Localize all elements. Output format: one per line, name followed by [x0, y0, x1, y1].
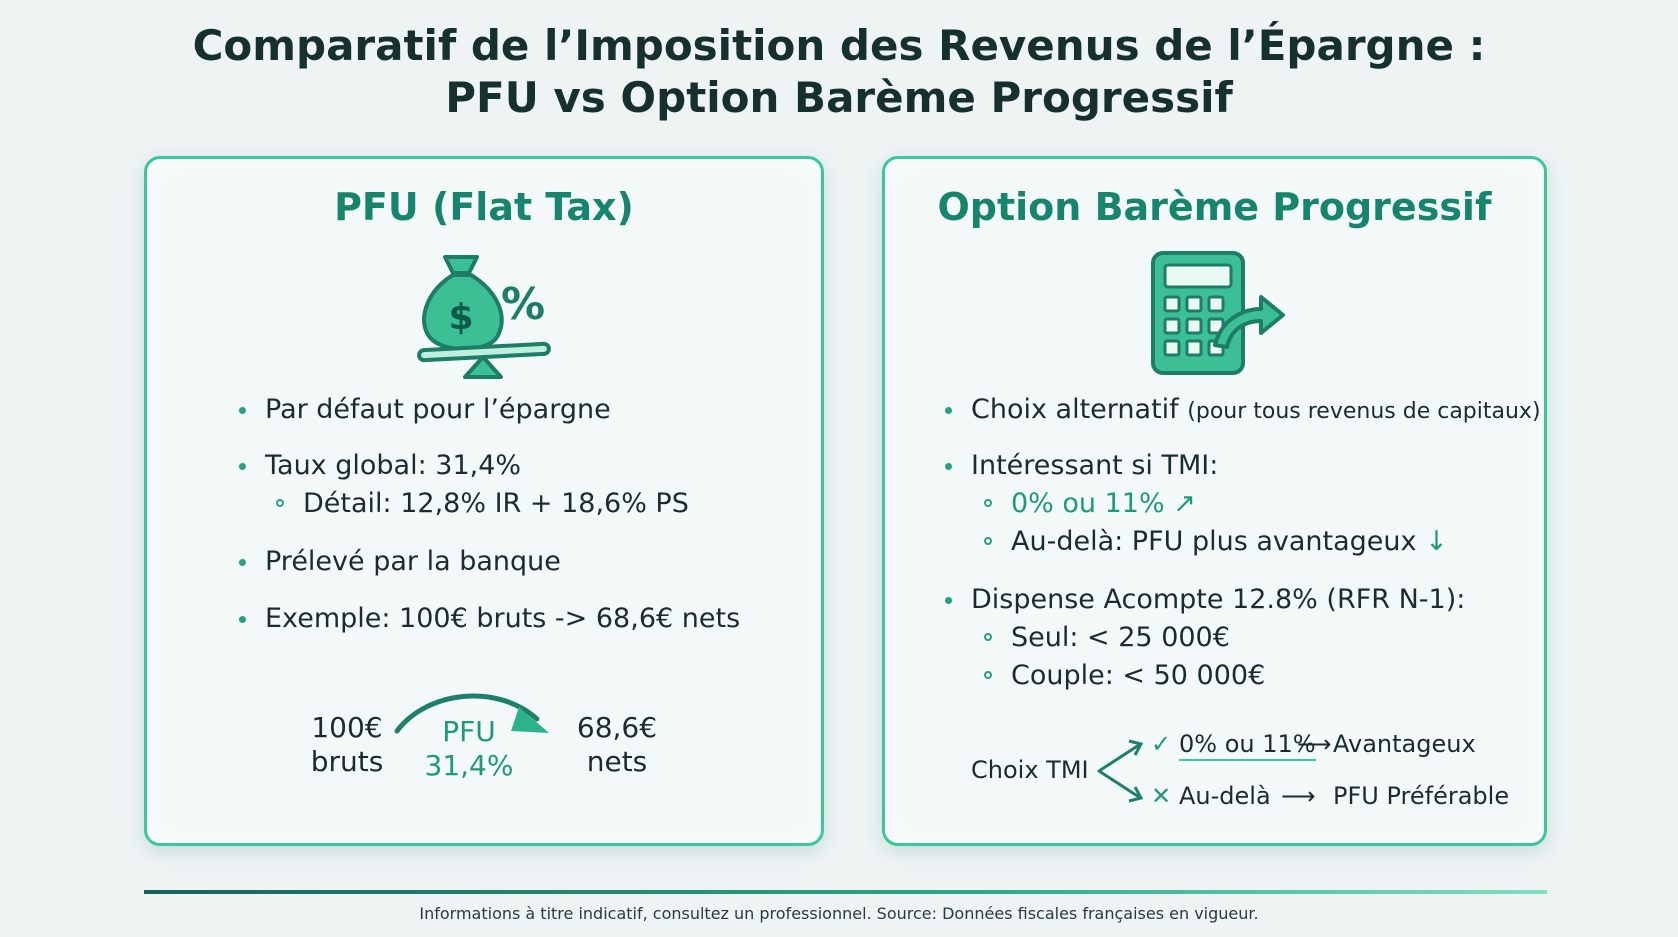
gross-amount: 100€	[311, 711, 383, 744]
cross-icon: ✕	[1151, 782, 1172, 810]
pfu-bullet-default: Par défaut pour l’épargne	[239, 393, 611, 427]
tmi-choice-label: Choix TMI	[971, 756, 1089, 784]
svg-text:%: %	[501, 279, 545, 330]
page-title: Comparatif de l’Imposition des Revenus d…	[0, 20, 1678, 124]
bareme-bullet-choice: Choix alternatif (pour tous revenus de c…	[945, 393, 1541, 429]
bareme-bullet-exemption: Dispense Acompte 12.8% (RFR N-1):	[945, 583, 1465, 617]
net-amount: 68,6€	[576, 711, 658, 744]
calculator-arrow-icon	[1149, 251, 1289, 377]
tmi-branch-icon	[1097, 739, 1144, 803]
arrow-right-icon: ⟶	[1297, 730, 1332, 758]
tmi-no-condition: Au-delà	[1179, 782, 1271, 810]
arrow-down-icon: ↓	[1425, 526, 1448, 557]
check-icon: ✓	[1151, 730, 1172, 758]
svg-text:$: $	[448, 297, 473, 338]
pfu-arrow-label: PFU	[442, 715, 496, 748]
pfu-subbullet-rate-detail: Détail: 12,8% IR + 18,6% PS	[276, 487, 689, 521]
pfu-bullet-rate: Taux global: 31,4%	[239, 449, 521, 483]
bareme-subbullet-above: Au-delà: PFU plus avantageux ↓	[984, 525, 1448, 559]
pfu-bullet-example: Exemple: 100€ bruts -> 68,6€ nets	[239, 602, 740, 636]
tmi-no-result: PFU Préférable	[1333, 782, 1510, 810]
money-bag-percent-scale-icon: $ %	[415, 247, 555, 379]
pfu-flow-arrow-icon	[394, 693, 549, 734]
title-line-2: PFU vs Option Barème Progressif	[445, 73, 1233, 122]
arrow-right-icon: ⟶	[1281, 782, 1316, 810]
net-label: nets	[586, 745, 648, 778]
gross-amount-block: 100€ bruts	[297, 711, 397, 779]
tmi-yes-result: Avantageux	[1333, 730, 1476, 758]
footer-divider	[144, 890, 1547, 894]
bareme-subbullet-couple: Couple: < 50 000€	[984, 659, 1265, 693]
pfu-card: PFU (Flat Tax) $ % Par défaut pour l’épa…	[144, 156, 824, 846]
bareme-card: Option Barème Progressif Choix alternati…	[882, 156, 1547, 846]
pfu-arrow-rate: 31,4%	[424, 749, 514, 782]
bareme-choice-note: (pour tous revenus de capitaux)	[1187, 399, 1541, 424]
pfu-arrow-label-block: PFU 31,4%	[409, 715, 529, 783]
bareme-subbullet-low-tmi: 0% ou 11% ↗	[984, 487, 1196, 521]
gross-label: bruts	[310, 745, 384, 778]
pfu-bullet-collected: Prélevé par la banque	[239, 545, 561, 579]
tmi-yes-condition: 0% ou 11%	[1179, 729, 1316, 761]
arrow-up-right-icon: ↗	[1173, 488, 1196, 519]
bareme-heading: Option Barème Progressif	[937, 185, 1492, 229]
bareme-bullet-interesting: Intéressant si TMI:	[945, 449, 1218, 483]
net-amount-block: 68,6€ nets	[567, 711, 667, 779]
title-line-1: Comparatif de l’Imposition des Revenus d…	[192, 21, 1486, 70]
bareme-subbullet-single: Seul: < 25 000€	[984, 621, 1230, 655]
pfu-heading: PFU (Flat Tax)	[334, 185, 634, 229]
footer-disclaimer: Informations à titre indicatif, consulte…	[419, 904, 1259, 923]
